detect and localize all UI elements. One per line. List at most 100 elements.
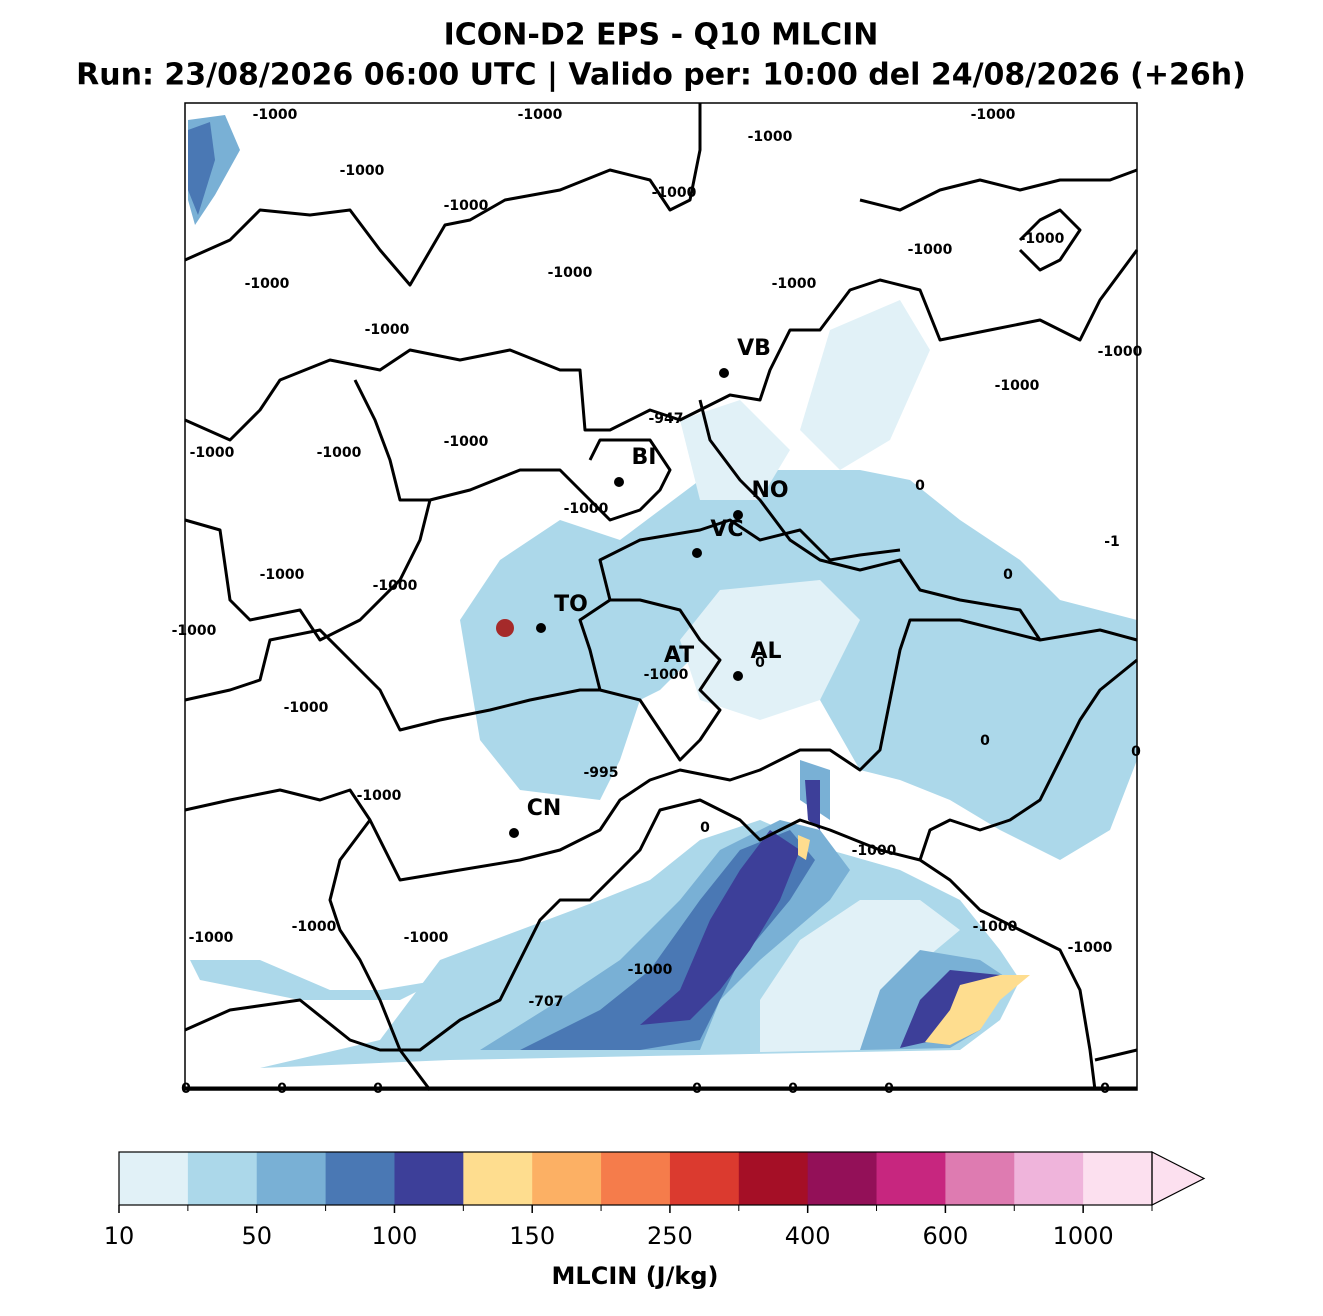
colorbar-swatch	[1014, 1152, 1084, 1205]
contour-label: -1000	[852, 843, 897, 859]
contour-label: 0	[692, 1081, 702, 1097]
contour-label: -1000	[628, 962, 673, 978]
colorbar-tick-label: 10	[104, 1222, 135, 1250]
contour-label: 0	[181, 1081, 191, 1097]
contour-label: -1000	[1068, 940, 1113, 956]
city-label: VB	[737, 336, 771, 361]
contour-label: 0	[788, 1081, 798, 1097]
city-label: CN	[527, 796, 562, 821]
colorbar-label: MLCIN (J/kg)	[552, 1262, 719, 1290]
contour-label: -1000	[373, 578, 418, 594]
colorbar-swatch	[119, 1152, 189, 1205]
contour-label: 0	[1003, 567, 1013, 583]
contour-label: -1000	[292, 919, 337, 935]
colorbar-swatch	[945, 1152, 1015, 1205]
contour-label: -1000	[772, 276, 817, 292]
contour-label: -1000	[365, 322, 410, 338]
colorbar-extension	[1151, 1151, 1206, 1206]
location-marker	[496, 619, 514, 637]
colorbar-swatch	[807, 1152, 878, 1205]
contour-label: -1000	[444, 434, 489, 450]
contour-label: -1000	[284, 700, 329, 716]
contour-label: 0	[980, 733, 990, 749]
contour-label: -1000	[652, 185, 697, 201]
colorbar-tick-label: 1000	[1053, 1222, 1114, 1250]
colorbar-swatch	[325, 1152, 395, 1205]
contour-label: 0	[373, 1081, 383, 1097]
colorbar-swatch	[256, 1152, 327, 1205]
city-dot	[719, 368, 729, 378]
contour-label: -1000	[317, 445, 362, 461]
colorbar-swatch	[669, 1152, 740, 1205]
colorbar-swatch	[738, 1152, 809, 1205]
contour-label: 0	[1131, 744, 1141, 760]
contour-label: 0	[915, 478, 925, 494]
map-labels: -1000 -1000-1000-1000-1000-1000-1000-1000…	[172, 107, 1143, 1097]
city-dot	[536, 623, 546, 633]
city-dot	[733, 671, 743, 681]
contour-label: -1000	[260, 567, 305, 583]
contour-label: -1000	[190, 445, 235, 461]
city-label: AL	[750, 639, 781, 664]
contour-label: -1000	[748, 129, 793, 145]
contour-label: -1000	[908, 242, 953, 258]
city-dot	[614, 477, 624, 487]
city-dot	[509, 828, 519, 838]
contour-label: -1000	[245, 276, 290, 292]
contour-label: -707	[528, 994, 563, 1010]
contour-label: -1000	[973, 919, 1018, 935]
borders	[184, 103, 1139, 1091]
contour-label: -1000	[444, 198, 489, 214]
colorbar-swatch	[463, 1152, 533, 1205]
city-dot	[692, 548, 702, 558]
contour-label: -1000	[189, 930, 234, 946]
colorbar-tick-label: 50	[241, 1222, 272, 1250]
contour-label: -1000	[1020, 231, 1065, 247]
colorbar-swatch	[601, 1152, 671, 1205]
contour-label: -1000	[172, 623, 217, 639]
city-label: VC	[710, 517, 743, 542]
colorbar-swatch	[1083, 1152, 1153, 1205]
colorbar-tick-label: 250	[647, 1222, 693, 1250]
colorbar-tick-label: 150	[509, 1222, 555, 1250]
contour-label: -1000	[340, 163, 385, 179]
contour-label: -995	[583, 765, 618, 781]
colorbar-swatch	[187, 1152, 258, 1205]
map-frame	[184, 102, 1138, 1091]
city-label: TO	[554, 592, 588, 617]
contour-label: -1000	[1098, 344, 1143, 360]
map: -1000 -1000-1000-1000-1000-1000-1000-1000…	[172, 102, 1143, 1097]
contour-label: -1	[1104, 534, 1120, 550]
contour-label: 0	[1100, 1081, 1110, 1097]
subtitle: Run: 23/08/2026 06:00 UTC | Valido per: …	[76, 58, 1246, 93]
contour-label: -1000	[644, 667, 689, 683]
contour-label: -1000	[518, 107, 563, 123]
colorbar-tick-label: 600	[922, 1222, 968, 1250]
contour-label: -1000	[971, 107, 1016, 123]
colorbar-swatch	[876, 1152, 946, 1205]
contour-label: -1000	[253, 107, 298, 123]
contour-label: 0	[755, 655, 765, 671]
title: ICON-D2 EPS - Q10 MLCIN	[444, 18, 879, 53]
contour-label: -1000	[564, 501, 609, 517]
contour-label: 0	[277, 1081, 287, 1097]
contour-label: 0	[700, 820, 710, 836]
contour-label: -947	[648, 411, 683, 427]
city-label: AT	[664, 643, 694, 668]
cin-fields	[188, 115, 1137, 1068]
contour-label: -1000	[548, 265, 593, 281]
contour-label: -1000	[404, 930, 449, 946]
colorbar-tick-label: 100	[372, 1222, 418, 1250]
colorbar-swatch	[532, 1152, 602, 1205]
colorbar-frame	[118, 1151, 1153, 1206]
colorbar-swatch	[394, 1152, 464, 1205]
colorbar-tick-label: 400	[785, 1222, 831, 1250]
contour-label: 0	[884, 1081, 894, 1097]
city-dot	[733, 510, 743, 520]
colorbar: MLCIN (J/kg) 10 50 100 150 250 400 600 1000	[104, 1151, 1206, 1290]
city-label: NO	[751, 478, 788, 503]
city-label: BI	[632, 445, 657, 470]
contour-label: -1000	[995, 378, 1040, 394]
contour-label: -1000	[357, 788, 402, 804]
